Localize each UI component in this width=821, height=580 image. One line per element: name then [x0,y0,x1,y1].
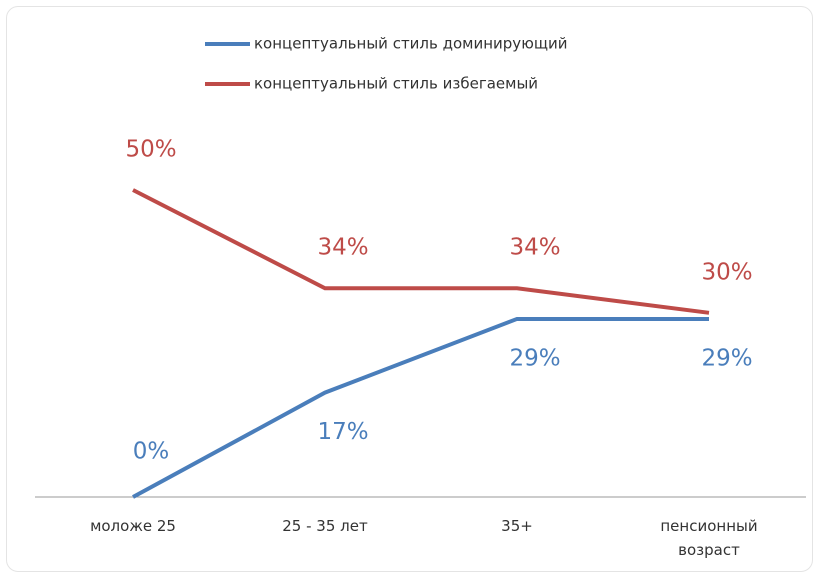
data-label: 0% [133,439,170,465]
legend-label: концептуальный стиль избегаемый [254,75,538,93]
x-tick-label: 25 - 35 лет [282,517,368,535]
series-line [132,188,710,315]
x-tick-label: моложе 25 [90,517,176,535]
data-label: 30% [701,259,752,285]
data-label: 17% [317,419,368,445]
frame [6,6,813,572]
series-line [132,316,709,499]
data-label: 34% [509,235,560,261]
data-label: 29% [701,345,752,371]
legend-label: концептуальный стиль доминирующий [254,35,567,53]
data-label: 50% [125,137,176,163]
x-tick-label: 35+ [501,517,533,535]
data-label: 29% [509,345,560,371]
x-tick-label: пенсионный возраст [660,517,758,559]
data-label: 34% [317,235,368,261]
